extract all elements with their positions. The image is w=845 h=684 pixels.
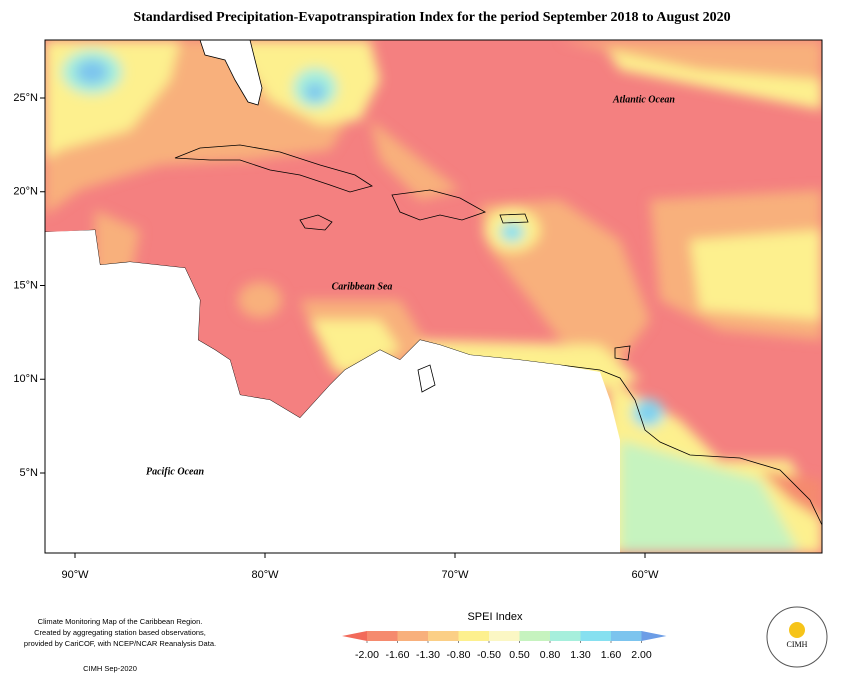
legend-swatch xyxy=(367,631,398,641)
legend-tick-label: -2.00 xyxy=(355,649,379,661)
legend-swatch xyxy=(489,631,520,641)
legend-tick-label: -1.30 xyxy=(416,649,440,661)
map-frame xyxy=(44,39,823,554)
legend-arrow xyxy=(641,631,667,641)
legend-swatch xyxy=(580,631,612,641)
ocean-label: Pacific Ocean xyxy=(146,466,204,477)
lat-tick-label: 15°N xyxy=(13,279,38,291)
lat-tick-label: 5°N xyxy=(20,467,39,479)
florida xyxy=(199,40,263,106)
footer: Climate Monitoring Map of the Caribbean … xyxy=(24,617,216,673)
lat-tick-label: 10°N xyxy=(13,373,38,385)
lon-tick-label: 60°W xyxy=(631,569,659,581)
spei-field xyxy=(45,40,822,553)
title: Standardised Precipitation-Evapotranspir… xyxy=(133,10,730,25)
legend-tick-label: 1.30 xyxy=(570,649,591,661)
legend-tick-label: -1.60 xyxy=(386,649,410,661)
hispaniola xyxy=(391,189,486,221)
legend-tick-label: -0.80 xyxy=(447,649,471,661)
legend-swatch xyxy=(519,631,551,641)
lon-tick-label: 70°W xyxy=(441,569,469,581)
footer-line: provided by CariCOF, with NCEP/NCAR Rean… xyxy=(24,639,216,648)
puerto-rico xyxy=(499,213,529,224)
map xyxy=(45,40,822,553)
legend-tick-label: -0.50 xyxy=(477,649,501,661)
paraguana xyxy=(417,364,436,393)
lon-tick-label: 80°W xyxy=(251,569,279,581)
lat-tick-label: 20°N xyxy=(13,186,38,198)
legend-tick-label: 1.60 xyxy=(601,649,622,661)
legend-swatch xyxy=(611,631,642,641)
legend-arrow xyxy=(342,631,367,641)
legend-tick-label: 0.80 xyxy=(540,649,561,661)
ocean-label: Atlantic Ocean xyxy=(612,94,675,105)
lon-tick-label: 90°W xyxy=(61,569,89,581)
pacific-no-data xyxy=(45,230,620,553)
legend-title: SPEI Index xyxy=(467,611,523,623)
jamaica xyxy=(299,214,333,231)
footer-credit: CIMH Sep-2020 xyxy=(83,664,137,673)
legend-tick-label: 2.00 xyxy=(631,649,652,661)
logo: CIMH xyxy=(766,606,828,668)
footer-line: Created by aggregating station based obs… xyxy=(34,628,206,637)
footer-line: Climate Monitoring Map of the Caribbean … xyxy=(38,617,203,626)
sea-label: Caribbean Sea xyxy=(332,281,393,292)
legend-swatch xyxy=(428,631,459,641)
legend-tick-label: 0.50 xyxy=(509,649,530,661)
lat-tick-label: 25°N xyxy=(13,92,38,104)
legend-swatch xyxy=(458,631,490,641)
logo-text: CIMH xyxy=(787,640,808,649)
trinidad xyxy=(614,345,631,361)
legend-swatch xyxy=(397,631,429,641)
legend-swatch xyxy=(550,631,581,641)
cuba xyxy=(174,144,373,193)
